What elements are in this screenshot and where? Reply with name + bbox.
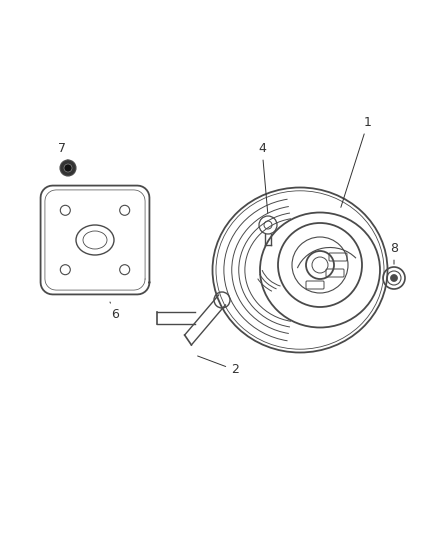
- Text: 8: 8: [389, 241, 397, 264]
- Text: 4: 4: [258, 141, 267, 213]
- Circle shape: [60, 160, 76, 176]
- Text: 1: 1: [340, 116, 371, 207]
- Text: 7: 7: [58, 141, 68, 160]
- Circle shape: [390, 274, 396, 281]
- Text: 2: 2: [197, 356, 238, 376]
- Text: 6: 6: [110, 302, 119, 321]
- Circle shape: [64, 164, 72, 172]
